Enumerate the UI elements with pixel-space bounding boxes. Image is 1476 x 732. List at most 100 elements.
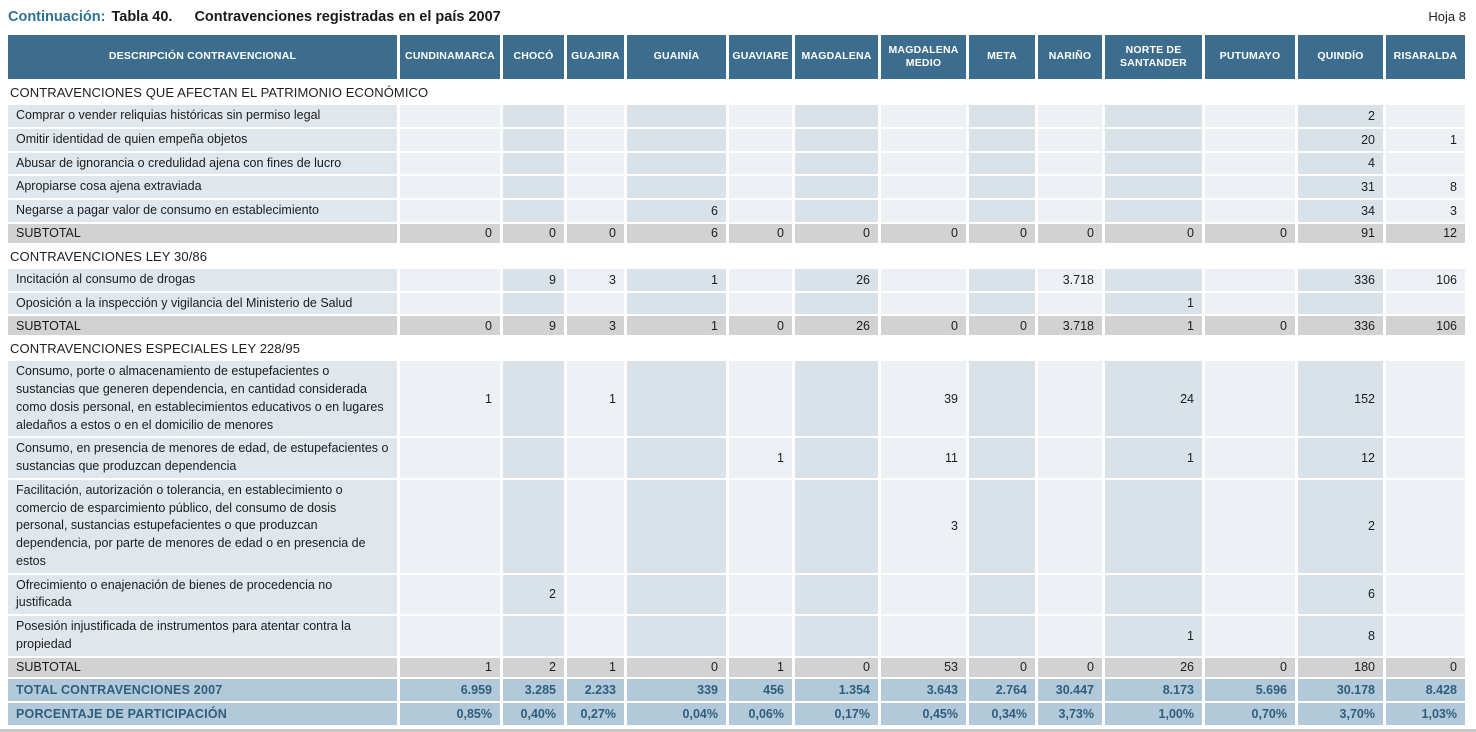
value-cell [503,105,567,129]
percent-row: PORCENTAJE DE PARTICIPACIÓN 0,85% 0,40% 0,2… [8,702,1468,727]
value-cell [1386,616,1468,658]
value-cell [1105,128,1205,153]
value-cell: 0 [1386,657,1468,679]
value-cell: 0 [795,223,881,245]
value-cell: 1 [567,361,627,439]
value-cell: 180 [1298,657,1386,679]
column-header: QUINDÍO [1298,35,1386,81]
value-cell [627,361,729,439]
value-cell: 20 [1298,128,1386,153]
value-cell: 3.643 [881,678,969,703]
column-header: GUAINÍA [627,35,729,81]
value-cell [881,176,969,200]
value-cell [400,479,503,575]
value-cell: 3 [567,316,627,338]
value-cell [969,479,1038,575]
value-cell [969,361,1038,439]
value-cell: 1 [1105,292,1205,317]
column-header: RISARALDA [1386,35,1468,81]
value-cell: 1 [1386,128,1468,153]
value-cell [729,268,795,293]
value-cell: 12 [1386,223,1468,245]
value-cell: 1,00% [1105,702,1205,727]
subtotal-row: SUBTOTAL 0 0 0 6 0 0 0 0 0 0 0 91 12 [8,223,1468,245]
value-cell: 6.959 [400,678,503,703]
value-cell [627,479,729,575]
value-cell [1386,479,1468,575]
value-cell: 6 [627,223,729,245]
value-cell [1298,292,1386,317]
value-cell: 9 [503,268,567,293]
value-cell [567,438,627,480]
table-row: Oposición a la inspección y vigilancia d… [8,292,1468,317]
value-cell: 0 [969,223,1038,245]
value-cell [1205,268,1298,293]
subtotal-label: SUBTOTAL [8,223,400,245]
value-cell [881,105,969,129]
value-cell [1038,176,1105,200]
value-cell: 1 [1105,616,1205,658]
value-cell: 0 [969,316,1038,338]
page-title: Contravenciones registradas en el país 2… [194,9,501,25]
column-header: GUAJIRA [567,35,627,81]
value-cell: 24 [1105,361,1205,439]
value-cell [400,574,503,616]
value-cell [881,616,969,658]
value-cell: 1 [1105,316,1205,338]
section-title-row: CONTRAVENCIONES ESPECIALES LEY 228/95 [8,337,1468,362]
value-cell: 8 [1386,176,1468,200]
value-cell [795,200,881,224]
value-cell: 1 [729,657,795,679]
table-body: CONTRAVENCIONES QUE AFECTAN EL PATRIMONI… [8,81,1468,727]
value-cell: 6 [627,200,729,224]
value-cell: 0,70% [1205,702,1298,727]
value-cell [400,200,503,224]
value-cell [627,105,729,129]
value-cell: 1.354 [795,678,881,703]
value-cell [795,361,881,439]
value-cell: 336 [1298,316,1386,338]
section-title-row: CONTRAVENCIONES QUE AFECTAN EL PATRIMONI… [8,81,1468,105]
value-cell: 1 [567,657,627,679]
value-cell [795,479,881,575]
value-cell [1386,105,1468,129]
value-cell [1205,292,1298,317]
value-cell [627,128,729,153]
value-cell [729,574,795,616]
table-row: Ofrecimiento o enajenación de bienes de … [8,574,1468,616]
value-cell: 0 [567,223,627,245]
value-cell: 30.447 [1038,678,1105,703]
description-cell: Omitir identidad de quien empeña objetos [8,128,400,153]
value-cell: 3.718 [1038,268,1105,293]
value-cell [729,292,795,317]
table-number-label: Tabla 40. [111,9,173,25]
value-cell: 0 [729,316,795,338]
value-cell: 0 [795,657,881,679]
value-cell [503,616,567,658]
value-cell [729,152,795,177]
value-cell [400,438,503,480]
value-cell: 456 [729,678,795,703]
value-cell: 8.428 [1386,678,1468,703]
value-cell [627,152,729,177]
column-header: PUTUMAYO [1205,35,1298,81]
value-cell [1105,176,1205,200]
section-title-row: CONTRAVENCIONES LEY 30/86 [8,244,1468,269]
contraventions-table: DESCRIPCIÓN CONTRAVENCIONAL CUNDINAMARCA… [8,35,1468,727]
value-cell [1038,438,1105,480]
value-cell: 0 [1205,657,1298,679]
value-cell [1038,105,1105,129]
value-cell: 2 [503,574,567,616]
value-cell: 2 [1298,105,1386,129]
value-cell: 3,70% [1298,702,1386,727]
column-header: META [969,35,1038,81]
value-cell [729,176,795,200]
column-header: MAGDALENA MEDIO [881,35,969,81]
value-cell: 0,27% [567,702,627,727]
subtotal-row: SUBTOTAL 1 2 1 0 1 0 53 0 0 26 0 180 0 [8,657,1468,679]
value-cell [1038,292,1105,317]
value-cell [969,200,1038,224]
value-cell: 0,45% [881,702,969,727]
total-row: TOTAL CONTRAVENCIONES 2007 6.959 3.285 2.23… [8,678,1468,703]
value-cell [400,268,503,293]
